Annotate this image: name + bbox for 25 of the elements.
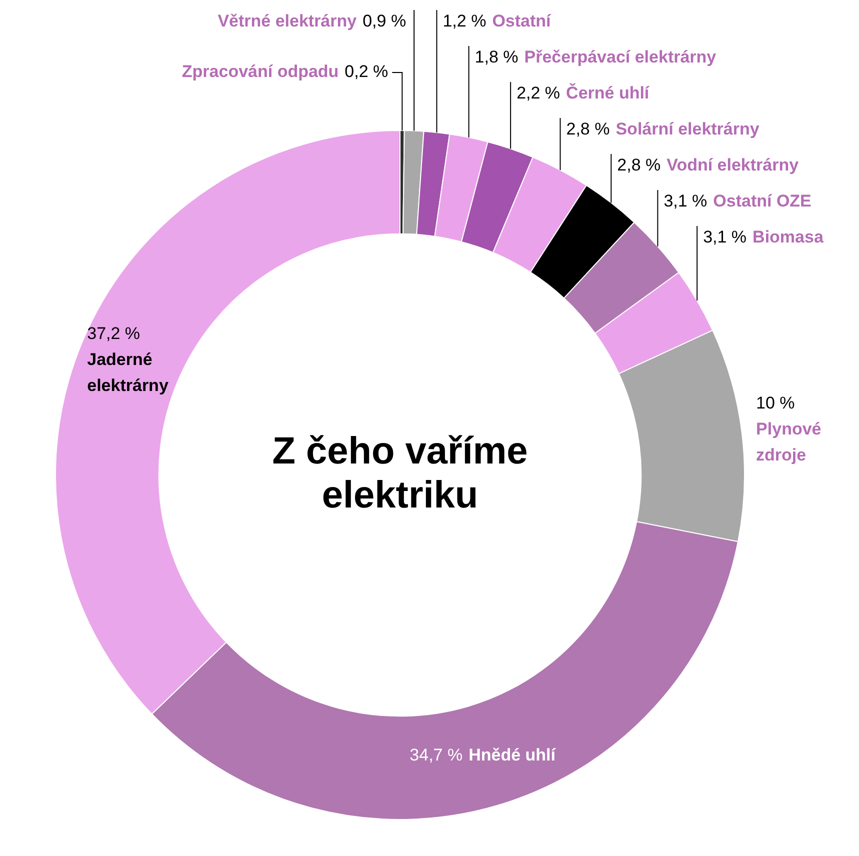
data-label: 2,8 % [617,156,661,175]
data-label: 34,7 % [410,746,463,765]
data-label: 1,8 % [474,48,518,67]
data-label: 3,1 % [703,228,747,247]
data-label: 37,2 % [87,324,140,344]
data-label: 1,2 % [442,12,486,31]
slice-label: Větrné elektrárny [218,12,358,31]
slice-label: Černé uhlí [566,82,650,103]
data-label: 2,2 % [516,84,560,103]
slice-label: Ostatní [492,12,552,31]
data-label: 10 % [756,394,795,413]
data-label: 0,2 % [344,62,388,82]
slice-label: Jaderné elektrárny [87,350,169,396]
data-label: 0,9 % [362,12,406,31]
data-label: 3,1 % [664,192,708,211]
slice-label: Plynové zdroje [756,420,822,465]
slice-label: Biomasa [752,228,824,247]
text: Z čeho vaříme elektriku [272,430,528,516]
slice-label: Solární elektrárny [616,120,760,139]
slice-label: Zpracování odpadu [182,62,339,82]
data-label: 2,8 % [566,120,610,139]
slice-label: Hnědé uhlí [468,746,557,765]
slice-label: Vodní elektrárny [666,156,800,175]
slice-label: Ostatní OZE [713,192,812,211]
slice-label: Přečerpávací elektrárny [524,48,717,67]
